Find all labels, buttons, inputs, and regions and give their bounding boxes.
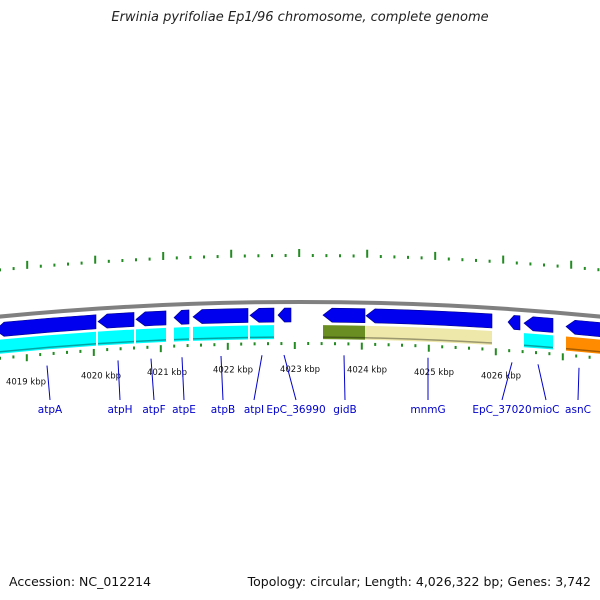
- leader-line-atpF: [150, 358, 155, 401]
- scale-label: 4024 kbp: [347, 366, 387, 376]
- feature-block-6[interactable]: [250, 325, 274, 340]
- gene-arrow-1[interactable]: [0, 314, 97, 337]
- gene-arrow-11[interactable]: [523, 316, 554, 333]
- gene-arrow-4[interactable]: [173, 309, 190, 325]
- leader-line-EpC_37020: [501, 362, 513, 401]
- gene-label-atpF[interactable]: atpF: [142, 404, 165, 416]
- gene-arrow-9[interactable]: [365, 308, 493, 329]
- leader-line-EpC_36990: [283, 354, 297, 401]
- leader-line-gidB: [343, 355, 346, 401]
- gc-skew-track: [0, 249, 600, 272]
- feature-block-2[interactable]: [98, 329, 134, 346]
- feature-edge: [0, 343, 97, 353]
- feature-edge: [322, 336, 366, 339]
- gene-label-mioC[interactable]: mioC: [533, 404, 560, 416]
- feature-block-5[interactable]: [193, 325, 248, 341]
- feature-edge: [97, 340, 135, 345]
- scale-label: 4022 kbp: [213, 366, 253, 376]
- feature-edge: [523, 344, 554, 349]
- gene-arrow-2[interactable]: [97, 312, 135, 329]
- gene-label-atpE[interactable]: atpE: [172, 404, 196, 416]
- gene-label-EpC_37020[interactable]: EpC_37020: [472, 404, 531, 416]
- leader-line-atpA: [46, 365, 51, 401]
- gene-label-EpC_36990[interactable]: EpC_36990: [266, 404, 325, 416]
- map-title: Erwinia pyrifoliae Ep1/96 chromosome, co…: [111, 10, 489, 25]
- leader-line-atpE: [181, 357, 185, 401]
- scale-label: 4019 kbp: [6, 377, 46, 387]
- gene-arrow-12[interactable]: [565, 319, 600, 337]
- scale-ticks: [0, 342, 591, 362]
- accession-text: Accession: NC_012214: [9, 574, 152, 589]
- label-leaders: [46, 354, 580, 401]
- gene-arrow-7[interactable]: [277, 307, 292, 323]
- leader-line-atpI: [253, 355, 263, 401]
- gene-label-atpI[interactable]: atpI: [244, 404, 264, 416]
- feature-block-8[interactable]: [365, 325, 492, 346]
- feature-block-7[interactable]: [323, 325, 365, 340]
- scale-label: 4020 kbp: [81, 372, 121, 382]
- feature-block-4[interactable]: [174, 327, 189, 342]
- leader-line-atpB: [220, 356, 224, 401]
- scale-label: 4021 kbp: [147, 368, 187, 378]
- gene-labels: atpA atpH atpF atpE atpB atpI EpC_36990 gidB mnm…: [38, 404, 591, 416]
- leader-line-atpH: [117, 360, 121, 401]
- chromosome-backbone: [0, 299, 600, 319]
- gene-arrow-6[interactable]: [249, 307, 275, 323]
- feature-block-9[interactable]: [524, 333, 553, 350]
- scale-label: 4023 kbp: [280, 365, 320, 375]
- gene-label-atpB[interactable]: atpB: [211, 404, 235, 416]
- gene-arrow-10[interactable]: [507, 315, 521, 331]
- feature-block-1[interactable]: [0, 331, 96, 354]
- feature-edge: [192, 336, 249, 340]
- gene-arrow-3[interactable]: [135, 310, 167, 327]
- gene-arrow-5[interactable]: [192, 308, 249, 324]
- gene-arrow-8[interactable]: [322, 307, 366, 323]
- gene-label-mnmG[interactable]: mnmG: [410, 404, 445, 416]
- gene-track: [0, 307, 600, 337]
- gene-label-atpA[interactable]: atpA: [38, 404, 63, 416]
- leader-line-mioC: [537, 364, 547, 401]
- gene-label-atpH[interactable]: atpH: [107, 404, 132, 416]
- leader-line-asnC: [577, 367, 580, 401]
- gene-label-asnC[interactable]: asnC: [565, 404, 591, 416]
- scale-label: 4025 kbp: [414, 368, 454, 378]
- feature-edge: [135, 339, 167, 343]
- scale-label: 4026 kbp: [481, 372, 521, 382]
- feature-edge: [565, 347, 600, 353]
- cds-track: [0, 325, 600, 354]
- feature-edge: [364, 336, 493, 344]
- feature-edge: [173, 338, 190, 341]
- feature-block-10[interactable]: [566, 336, 600, 355]
- gene-label-gidB[interactable]: gidB: [333, 404, 356, 416]
- feature-block-3[interactable]: [136, 327, 166, 344]
- scale-labels: 4019 kbp 4020 kbp 4021 kbp 4022 kbp 4023 kbp…: [6, 365, 521, 387]
- topology-text: Topology: circular; Length: 4,026,322 bp…: [247, 574, 591, 589]
